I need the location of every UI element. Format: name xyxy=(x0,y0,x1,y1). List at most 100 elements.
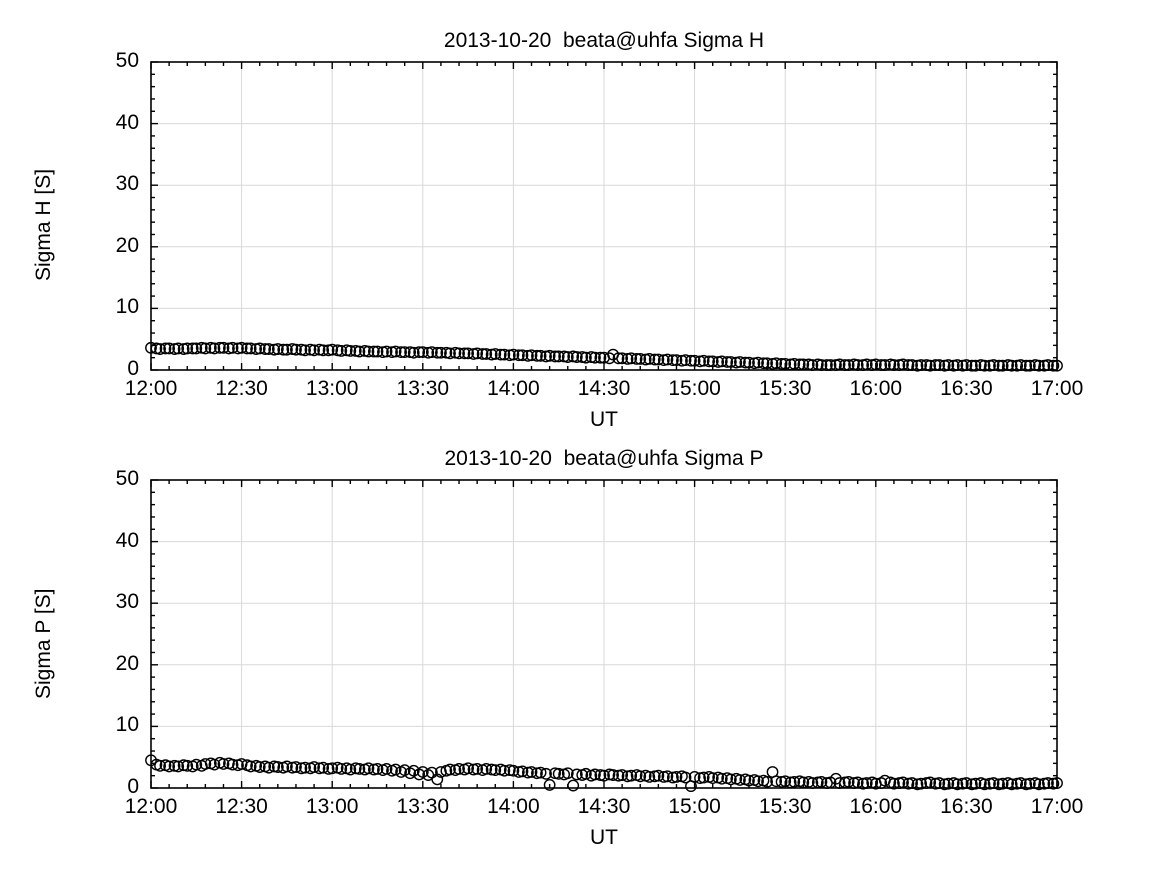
data-point xyxy=(634,770,647,783)
data-point xyxy=(1005,778,1018,791)
data-point xyxy=(371,762,384,775)
data-point xyxy=(978,359,991,372)
y-tick-label: 20 xyxy=(115,651,139,675)
data-point xyxy=(199,758,212,770)
x-axis-label: UT xyxy=(590,826,618,849)
data-point xyxy=(516,349,529,362)
data-point xyxy=(416,346,429,359)
data-point xyxy=(262,343,275,355)
data-point xyxy=(703,355,715,368)
x-tick-label: 16:00 xyxy=(849,795,903,818)
data-point xyxy=(253,342,266,355)
plot-area-sigma-h xyxy=(145,61,1063,372)
data-point xyxy=(625,352,638,365)
data-point xyxy=(480,348,493,360)
data-point xyxy=(498,348,511,361)
gridlines xyxy=(151,62,1057,370)
data-point xyxy=(431,346,444,359)
y-tick-label: 10 xyxy=(115,295,139,319)
data-point xyxy=(770,775,783,788)
data-point xyxy=(589,768,601,781)
data-point xyxy=(507,764,520,777)
data-point xyxy=(643,353,656,365)
data-point xyxy=(462,347,474,360)
data-point xyxy=(552,350,565,363)
data-point xyxy=(163,342,176,355)
data-point xyxy=(226,341,239,354)
data-point xyxy=(734,774,746,786)
data-point xyxy=(549,350,561,363)
data-point xyxy=(661,353,674,366)
data-point xyxy=(271,343,284,355)
data-point xyxy=(190,342,203,355)
data-point xyxy=(512,349,525,362)
data-point xyxy=(1005,359,1018,372)
data-point xyxy=(494,348,507,361)
data-point xyxy=(435,346,447,359)
data-point xyxy=(172,342,185,355)
data-point xyxy=(476,348,489,360)
data-point xyxy=(367,345,380,358)
data-point xyxy=(561,767,574,780)
x-tick-label: 15:30 xyxy=(758,377,812,400)
data-point xyxy=(317,761,330,774)
data-point xyxy=(706,772,719,785)
x-tick-label: 13:30 xyxy=(396,795,450,818)
y-tick-label: 30 xyxy=(115,590,139,614)
data-point xyxy=(244,760,257,773)
data-point xyxy=(498,764,511,777)
data-point xyxy=(308,344,320,357)
axis-ticks xyxy=(150,61,1058,371)
data-point xyxy=(471,347,484,360)
data-point xyxy=(308,761,320,773)
data-point xyxy=(579,351,592,364)
data-point xyxy=(951,778,964,791)
data-point xyxy=(489,348,502,360)
data-point xyxy=(888,777,900,790)
data-point xyxy=(734,356,746,368)
data-point xyxy=(570,351,583,363)
data-point xyxy=(598,769,610,782)
data-point xyxy=(335,344,348,357)
data-point xyxy=(612,352,625,365)
data-point xyxy=(969,777,982,790)
x-tick-label: 15:00 xyxy=(668,377,721,400)
y-tick-label: 40 xyxy=(115,110,139,134)
data-point xyxy=(993,359,1005,372)
data-point xyxy=(344,763,357,776)
data-point xyxy=(199,342,212,355)
data-point xyxy=(561,351,574,363)
data-point xyxy=(362,762,375,775)
data-point xyxy=(525,349,538,362)
data-point xyxy=(353,762,366,775)
data-point xyxy=(154,759,166,772)
data-point xyxy=(213,341,226,354)
data-point xyxy=(1023,359,1036,372)
data-point xyxy=(540,767,552,780)
data-point xyxy=(326,343,339,356)
data-point xyxy=(516,765,529,778)
data-point xyxy=(181,342,194,355)
data-point xyxy=(770,357,783,370)
data-point xyxy=(625,769,638,782)
data-point xyxy=(371,345,384,358)
data-point xyxy=(915,777,927,790)
y-tick-label: 20 xyxy=(115,233,139,257)
x-tick-label: 15:30 xyxy=(758,795,812,818)
x-tick-label: 14:00 xyxy=(487,795,540,818)
data-point xyxy=(567,779,580,792)
data-point xyxy=(159,342,172,355)
data-point xyxy=(978,778,991,791)
x-tick-label: 17:00 xyxy=(1030,795,1084,818)
data-point xyxy=(290,343,302,356)
data-point xyxy=(739,356,752,369)
data-point xyxy=(380,762,393,775)
data-point xyxy=(570,768,583,781)
x-tick-label: 16:30 xyxy=(940,377,993,400)
data-point xyxy=(685,354,697,367)
axis-ticks xyxy=(150,479,1058,789)
y-tick-label: 10 xyxy=(115,713,139,737)
data-point xyxy=(226,758,239,771)
data-point xyxy=(715,772,728,785)
data-point xyxy=(648,353,661,366)
